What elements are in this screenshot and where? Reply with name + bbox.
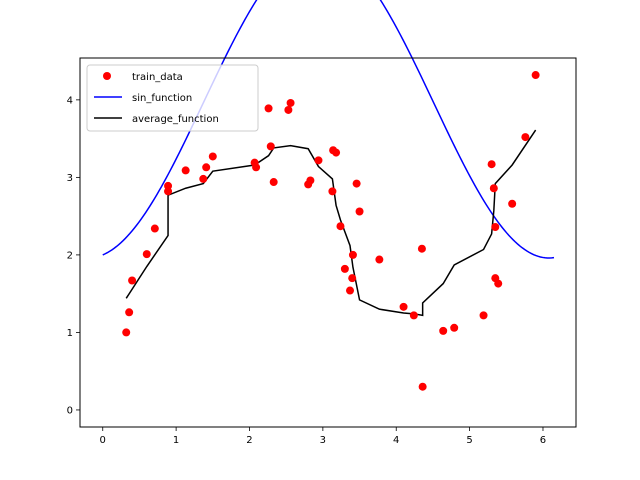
x-tick-label: 4	[393, 435, 399, 446]
data-point	[450, 323, 459, 332]
data-point	[150, 224, 159, 233]
data-point	[508, 199, 517, 208]
legend-box	[86, 64, 259, 132]
line-series-group	[102, 0, 555, 317]
y-tick-label: 4	[67, 95, 73, 106]
data-point	[399, 302, 408, 311]
x-tick-label: 0	[100, 435, 106, 446]
legend-label-sin-function: sin_function	[132, 93, 192, 104]
x-tick-label: 2	[246, 435, 252, 446]
x-tick-label: 1	[173, 435, 179, 446]
data-point	[306, 176, 315, 185]
data-point	[328, 187, 337, 196]
axes-frame	[79, 57, 577, 428]
data-point	[355, 207, 364, 216]
data-point	[521, 133, 530, 142]
legend-marker-train-data	[103, 72, 111, 80]
data-point	[332, 148, 341, 157]
data-point	[489, 184, 498, 193]
data-point	[375, 255, 384, 264]
y-tick-label: 0	[67, 405, 73, 416]
data-point	[417, 244, 426, 253]
data-point	[128, 276, 137, 285]
y-axis-ticks: 0 1 2 3 4	[67, 95, 80, 416]
data-point	[346, 286, 355, 295]
x-tick-label: 5	[466, 435, 472, 446]
data-point	[479, 311, 488, 320]
y-tick-label: 3	[67, 173, 73, 184]
legend-label-train-data: train_data	[132, 72, 183, 83]
data-point	[284, 105, 293, 114]
x-tick-label: 6	[540, 435, 546, 446]
scatter-series-group	[122, 71, 540, 391]
data-point	[336, 222, 345, 231]
legend: train_data sin_function average_function	[86, 64, 259, 132]
data-point	[125, 308, 134, 317]
data-point	[181, 166, 190, 175]
data-point	[439, 326, 448, 335]
data-point	[199, 174, 208, 183]
data-point	[494, 279, 503, 288]
data-point	[409, 311, 418, 320]
data-point	[202, 163, 211, 172]
data-point	[208, 152, 217, 161]
x-tick-label: 3	[320, 435, 326, 446]
data-point	[269, 178, 278, 187]
data-point	[348, 250, 357, 259]
y-tick-label: 2	[67, 250, 73, 261]
data-point	[491, 223, 500, 231]
data-point	[264, 104, 273, 113]
x-axis-ticks: 0 1 2 3 4 5 6	[100, 427, 546, 446]
data-point	[418, 382, 427, 391]
average-function-line	[125, 129, 537, 317]
data-point	[352, 179, 361, 188]
data-point	[314, 156, 323, 165]
data-point	[348, 274, 357, 283]
data-point	[122, 328, 131, 337]
data-point	[266, 142, 275, 151]
data-point	[252, 163, 261, 172]
legend-label-average-function: average_function	[132, 114, 219, 125]
data-point	[487, 160, 496, 169]
data-point	[142, 250, 151, 259]
data-point	[340, 264, 349, 273]
data-point	[531, 71, 540, 80]
sin-function-line	[102, 0, 555, 259]
data-point	[164, 181, 173, 190]
y-tick-label: 1	[67, 328, 73, 339]
data-point	[286, 98, 295, 107]
